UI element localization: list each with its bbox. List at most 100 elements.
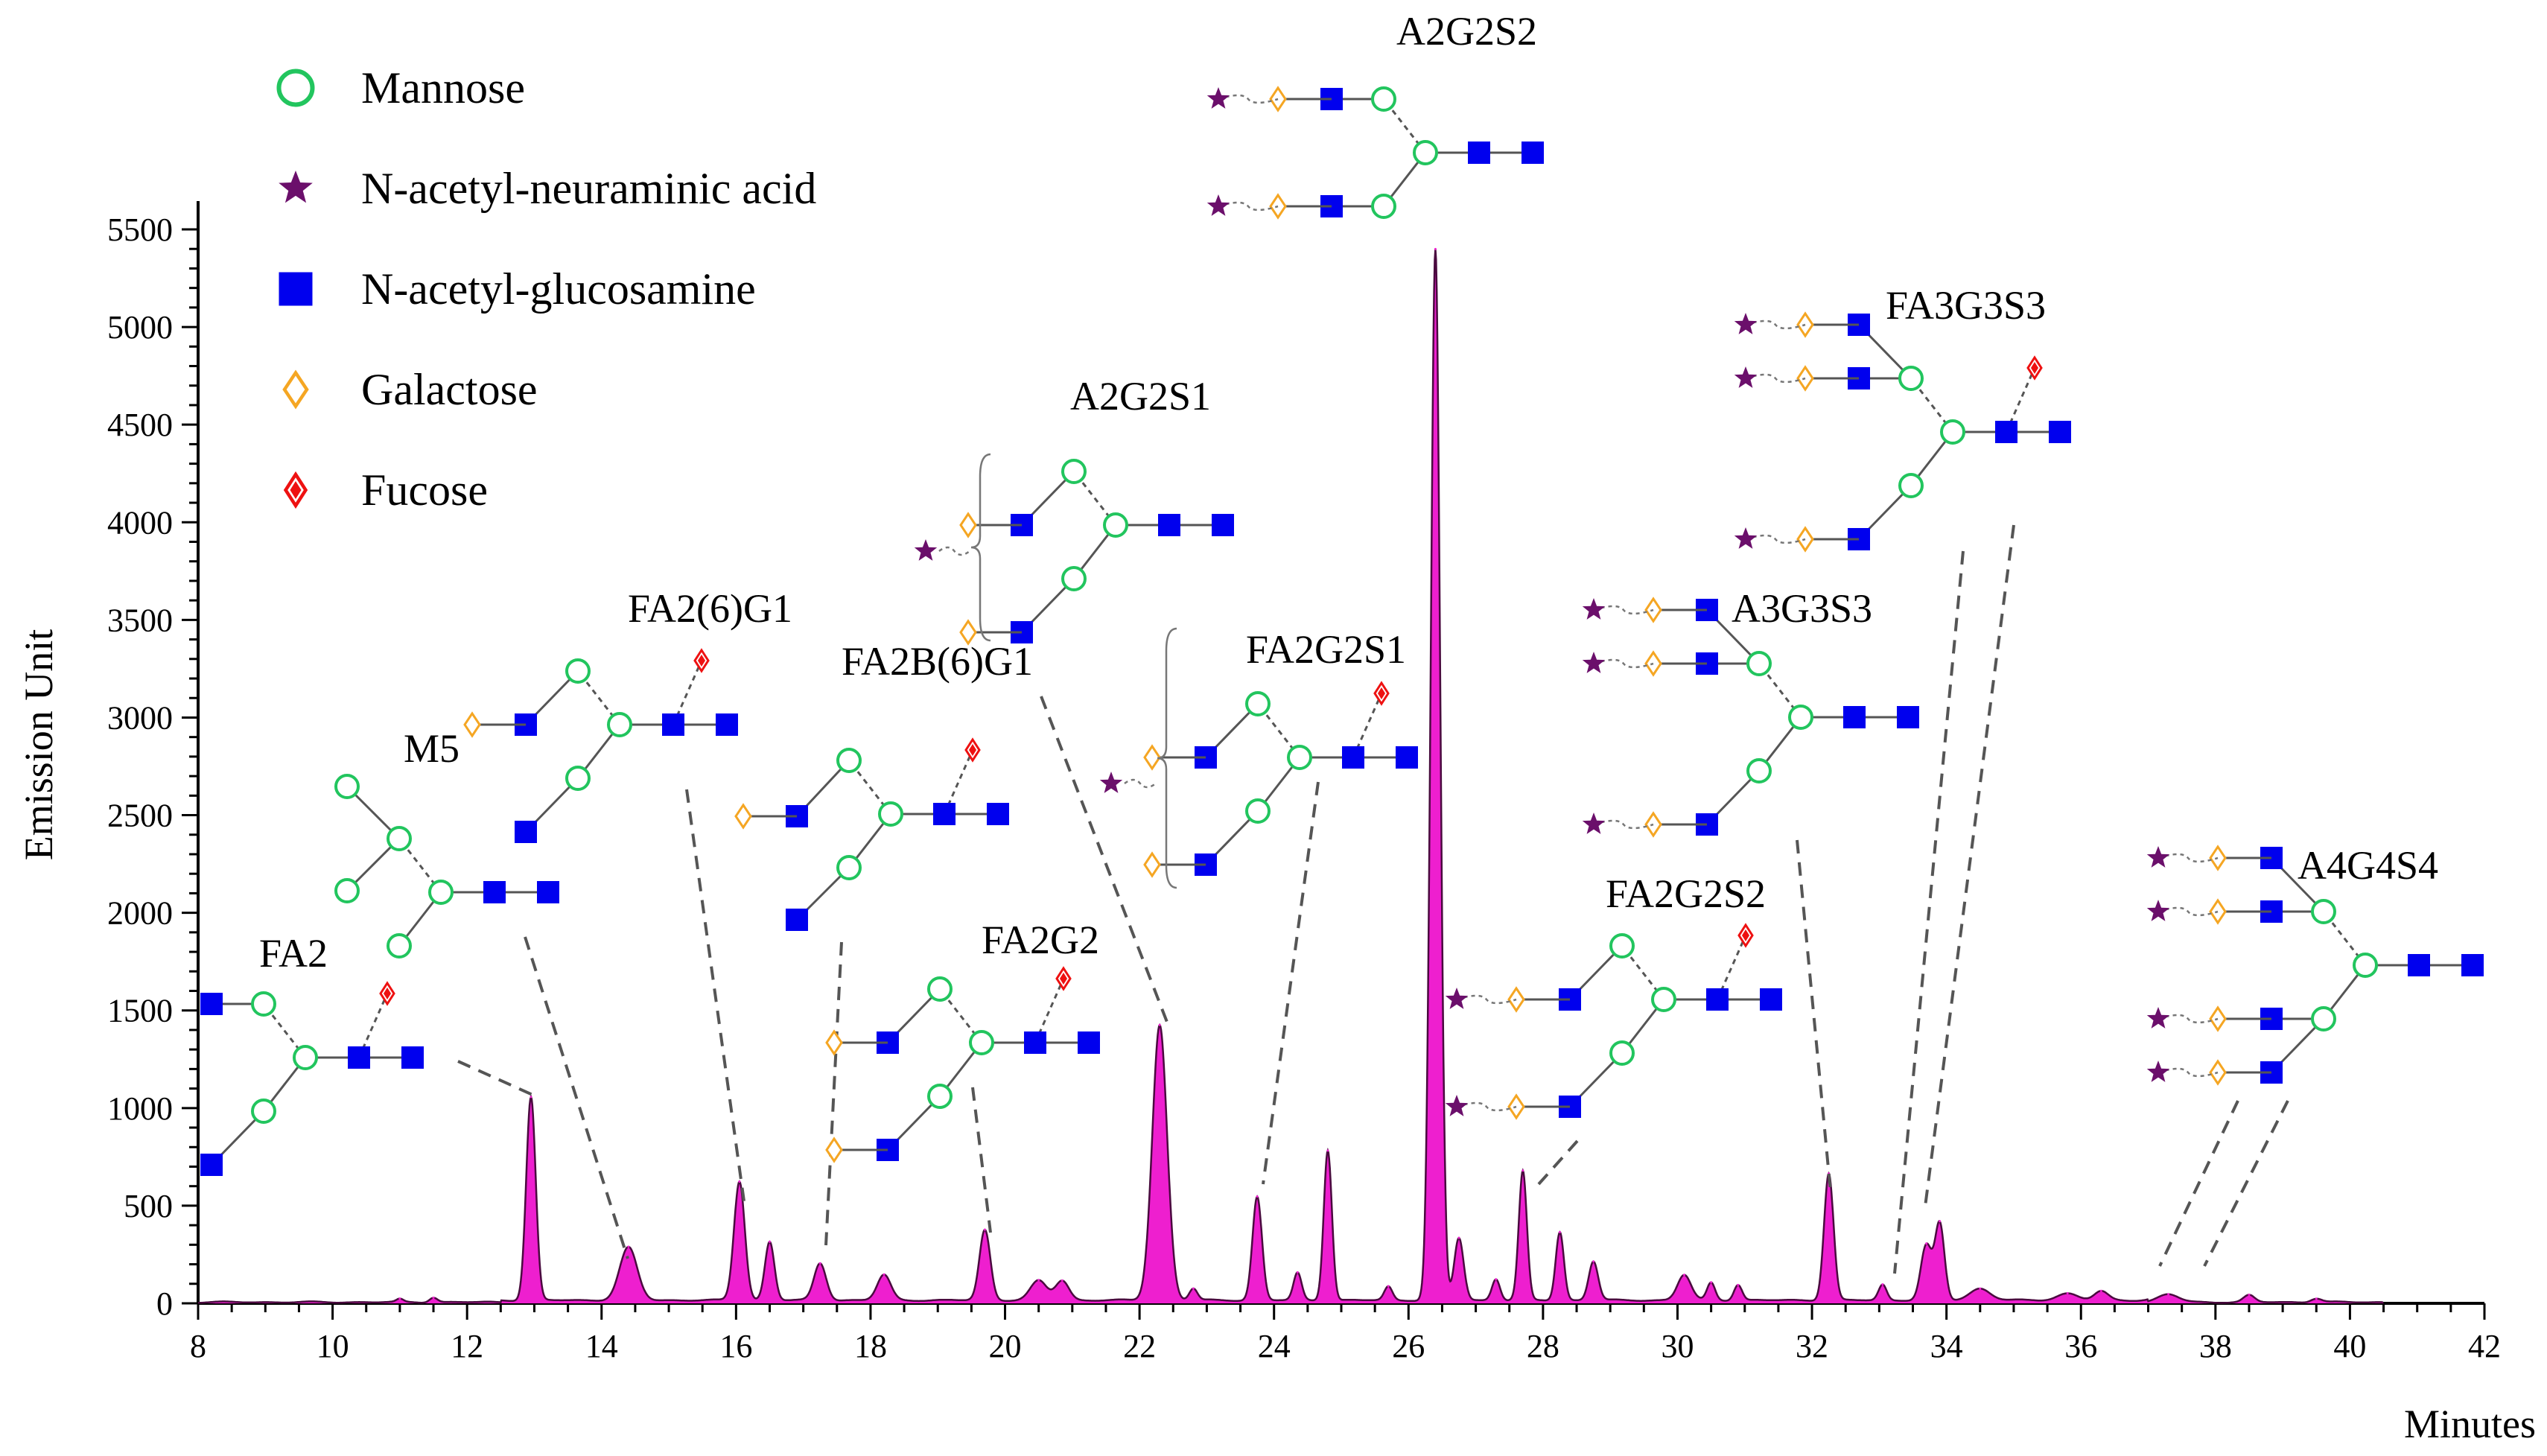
glycan-a2g2s2 <box>1206 86 1544 219</box>
mannose-circle-icon <box>969 1030 994 1055</box>
leader-line-fa3g3s3 <box>1924 524 2015 1207</box>
x-tick-label: 12 <box>451 1328 483 1364</box>
peak-marker <box>1925 1242 1928 1245</box>
neuraminic-star-icon <box>1445 1095 1469 1116</box>
galactose-diamond-icon <box>825 1030 843 1055</box>
peak-marker <box>1558 1230 1561 1233</box>
peak-marker <box>1256 1195 1259 1198</box>
glucosamine-square-icon <box>515 821 537 843</box>
glycan-linkage <box>1745 534 1806 544</box>
glucosamine-square-icon <box>2408 954 2430 976</box>
leader-line-a2g2s1 <box>1040 696 1171 1029</box>
glucosamine-square-icon <box>786 909 808 931</box>
mannose-circle-icon <box>836 855 862 880</box>
chromatogram-line <box>198 249 2383 1304</box>
x-tick-label: 22 <box>1123 1328 1156 1364</box>
neuraminic-star-icon <box>1445 988 1469 1009</box>
y-tick-label: 1000 <box>107 1090 173 1127</box>
peak-marker <box>2167 1293 2170 1296</box>
galactose-diamond-icon <box>463 712 481 737</box>
glycan-linkage <box>1218 201 1279 212</box>
neuraminic-star-icon <box>1582 813 1606 834</box>
glycan-linkage <box>938 546 970 556</box>
peak-marker <box>1683 1274 1685 1277</box>
glucosamine-square-icon <box>348 1046 370 1069</box>
x-tick-label: 28 <box>1527 1328 1559 1364</box>
y-tick-label: 4500 <box>107 407 173 443</box>
y-tick-label: 2000 <box>107 895 173 932</box>
glucosamine-square-icon <box>1843 706 1866 728</box>
glucosamine-square-icon <box>1212 514 1234 536</box>
fucose-diamond-icon <box>964 738 981 762</box>
mannose-circle-icon <box>251 991 276 1017</box>
glucosamine-square-icon <box>1078 1031 1100 1054</box>
glycan-a4g4s4 <box>2146 845 2484 1085</box>
mannose-circle-icon <box>1061 566 1087 591</box>
sialic-acid-group-a2g2s1 <box>914 453 991 642</box>
glycan-linkage <box>2158 1067 2219 1078</box>
glucosamine-square-icon <box>1760 988 1782 1011</box>
leader-line-fa2g2s2 <box>1537 1139 1579 1186</box>
x-tick-label: 34 <box>1930 1328 1963 1364</box>
x-tick-label: 42 <box>2468 1328 2501 1364</box>
neuraminic-star-icon <box>279 171 313 203</box>
mannose-circle-icon <box>1103 512 1128 538</box>
y-tick-label: 4000 <box>107 504 173 541</box>
neuraminic-star-icon <box>2146 846 2170 868</box>
x-tick-label: 20 <box>989 1328 1022 1364</box>
glucosamine-square-icon <box>1158 514 1180 536</box>
peak-label-fa2: FA2 <box>259 931 328 976</box>
mannose-circle-icon <box>293 1045 318 1070</box>
leader-line-a4g4s4 <box>2158 1100 2239 1267</box>
glycan-linkage <box>1745 373 1806 384</box>
peak-marker <box>818 1262 821 1265</box>
neuraminic-star-icon <box>1206 194 1230 216</box>
fucose-diamond-icon <box>379 982 395 1005</box>
glucosamine-square-icon <box>987 803 1009 825</box>
glycan-fa3g3s3 <box>1734 312 2071 552</box>
peak-marker <box>983 1228 986 1231</box>
glucosamine-square-icon <box>1396 746 1418 769</box>
x-tick-label: 10 <box>317 1328 349 1364</box>
leader-line-fa2g2s1 <box>1262 781 1320 1185</box>
mannose-circle-icon <box>607 712 632 737</box>
peak-marker <box>1979 1287 1982 1290</box>
galactose-diamond-icon <box>284 373 307 407</box>
glycan-linkage <box>2158 906 2219 917</box>
y-tick-label: 1500 <box>107 993 173 1029</box>
x-tick-label: 18 <box>854 1328 887 1364</box>
fucose-diamond-icon <box>1373 681 1390 705</box>
glycan-linkage <box>1593 658 1654 669</box>
glucosamine-square-icon <box>537 881 559 903</box>
glucosamine-square-icon <box>1468 142 1490 164</box>
peak-label-a2g2s2: A2G2S2 <box>1396 9 1537 54</box>
glucosamine-square-icon <box>200 1154 223 1176</box>
leader-line-fa26g1 <box>685 789 746 1207</box>
peak-label-m5: M5 <box>404 726 460 771</box>
mannose-circle-icon <box>1609 933 1635 959</box>
galactose-diamond-icon <box>959 512 977 538</box>
mannose-circle-icon <box>387 933 412 959</box>
glucosamine-square-icon <box>933 803 955 825</box>
peak-marker <box>1457 1236 1460 1239</box>
neuraminic-star-icon <box>2146 900 2170 921</box>
mannose-circle-icon <box>1245 798 1271 824</box>
glycan-linkage <box>1124 778 1157 789</box>
mannose-circle-icon <box>565 766 591 791</box>
glycan-linkage <box>1456 994 1517 1005</box>
glycan-fa2g2s2 <box>1445 923 1782 1119</box>
glucosamine-square-icon <box>2049 421 2071 443</box>
neuraminic-star-icon <box>1206 87 1230 109</box>
mannose-circle-icon <box>1245 691 1271 716</box>
mannose-circle-icon <box>878 801 903 827</box>
x-tick-label: 38 <box>2199 1328 2232 1364</box>
glucosamine-square-icon <box>662 713 684 736</box>
glycan-a2g2s1 <box>959 459 1234 645</box>
peak-marker <box>1326 1149 1329 1152</box>
peak-marker <box>1434 247 1437 250</box>
y-tick-label: 5500 <box>107 212 173 248</box>
peak-marker <box>1495 1278 1498 1281</box>
antenna-brace <box>970 453 991 642</box>
glycan-fa2g2 <box>825 967 1100 1163</box>
